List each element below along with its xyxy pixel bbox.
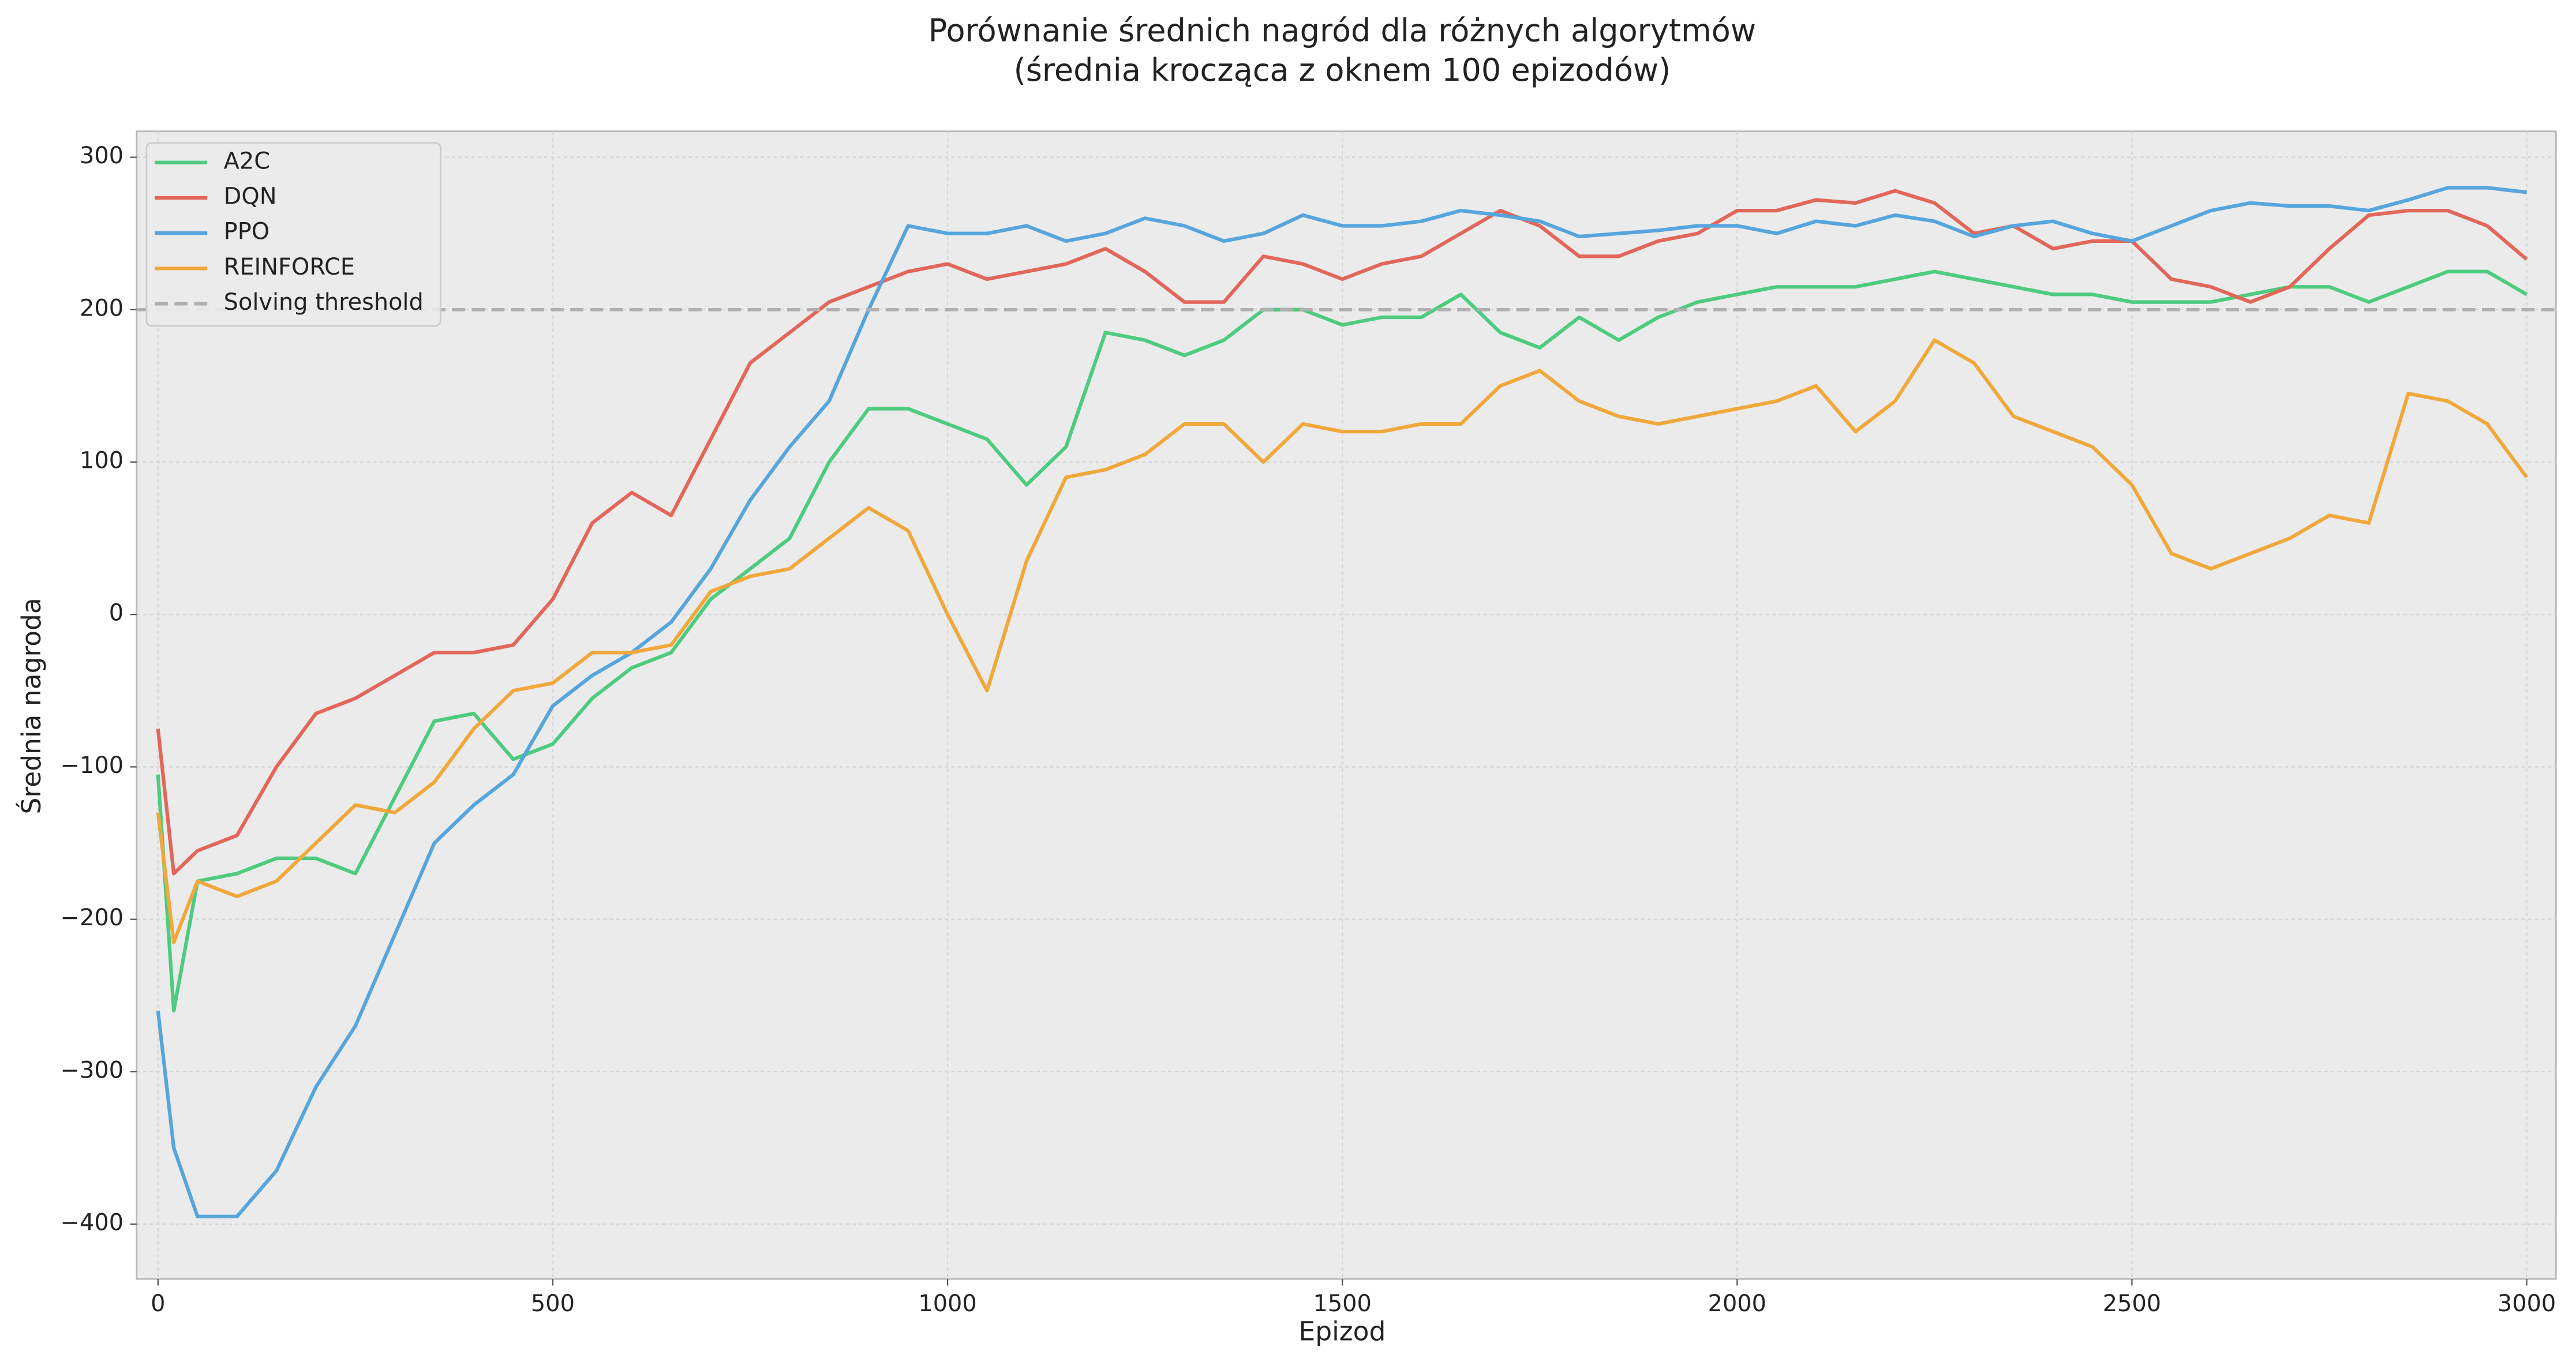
x-tick-label: 1500	[1313, 1290, 1372, 1317]
y-tick-label: −400	[61, 1210, 123, 1236]
x-axis-label: Epizod	[1298, 1316, 1386, 1347]
legend-label: PPO	[224, 219, 269, 245]
series-line	[156, 186, 2527, 1218]
y-tick-label: 0	[109, 600, 123, 626]
legend-label: A2C	[224, 148, 270, 174]
legend-label: Solving threshold	[224, 289, 424, 316]
y-axis-label: Średnia nagroda	[16, 598, 47, 814]
y-tick-label: 100	[80, 448, 123, 474]
y-tick-label: −200	[61, 905, 123, 931]
x-tick-label: 500	[531, 1290, 575, 1317]
x-tick-label: 1000	[918, 1290, 976, 1317]
x-tick-label: 2500	[2103, 1290, 2161, 1317]
chart-subtitle: (średnia krocząca z oknem 100 epizodów)	[1014, 52, 1671, 88]
lines	[136, 186, 2556, 1218]
y-tick-label: −300	[61, 1057, 123, 1083]
y-tick-label: −100	[61, 752, 123, 779]
x-tick-label: 3000	[2498, 1290, 2556, 1317]
legend: A2C DQN PPO REINFORCE Solving threshold	[145, 142, 441, 327]
x-tick-label: 2000	[1708, 1290, 1766, 1317]
y-tick-label: 300	[80, 142, 123, 169]
chart-title: Porównanie średnich nagród dla różnych a…	[928, 13, 1756, 49]
legend-label: REINFORCE	[224, 254, 355, 280]
legend-box	[145, 142, 441, 327]
y-tick-label: 200	[80, 295, 123, 321]
x-tick-label: 0	[151, 1290, 165, 1317]
series-line	[156, 269, 2528, 1013]
legend-label: DQN	[224, 183, 277, 209]
series-line	[156, 338, 2529, 944]
